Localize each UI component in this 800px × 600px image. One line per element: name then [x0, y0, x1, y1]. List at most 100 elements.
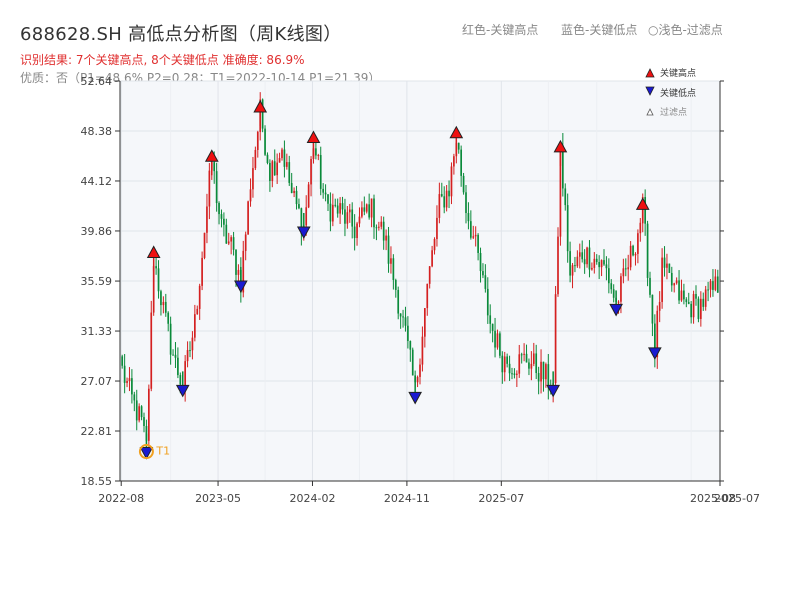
candle-body [506, 356, 509, 364]
candle-body [421, 336, 424, 365]
y-tick-label: 31.33 [81, 325, 113, 338]
candle-body [436, 217, 438, 240]
candle-body [535, 353, 538, 374]
y-tick-label: 18.55 [81, 475, 113, 488]
y-tick-label: 48.38 [81, 125, 113, 138]
candle-body [150, 312, 153, 389]
candle-body [595, 258, 598, 263]
candle-body [494, 330, 496, 348]
candles [121, 92, 719, 449]
candle-body [610, 283, 613, 290]
candle-body [448, 190, 450, 197]
chart-title: 688628.SH 高低点分析图（周K线图） [20, 24, 342, 45]
candle-body [581, 252, 584, 260]
candle-body [361, 207, 363, 217]
candle-body [196, 308, 199, 315]
candle-body [666, 263, 668, 268]
candle-body [540, 361, 542, 382]
candle-body [663, 257, 666, 268]
candle-body [707, 289, 709, 291]
candle-body [622, 268, 625, 277]
candle-body [571, 265, 574, 276]
legend-low-label: 关键低点 [660, 87, 696, 99]
candle-body [704, 289, 707, 307]
candle-body [617, 301, 620, 303]
candle-body [227, 241, 230, 244]
candle-body [600, 260, 603, 268]
candle-body [365, 204, 368, 212]
candle-body [164, 301, 167, 313]
candle-body [578, 252, 581, 257]
candle-body [637, 233, 639, 254]
candle-body [709, 281, 712, 290]
candle-body [276, 162, 279, 176]
candle-body [344, 209, 346, 224]
y-tick-label: 35.59 [81, 275, 113, 288]
candle-body [484, 275, 487, 289]
candle-body [450, 166, 453, 197]
t1-ring [138, 444, 154, 460]
candle-body [215, 171, 218, 204]
candle-body [300, 208, 303, 234]
candle-body [121, 356, 124, 366]
candle-body [152, 266, 155, 313]
candle-body [385, 235, 387, 241]
candle-body [220, 214, 223, 219]
candle-body [702, 298, 705, 307]
candle-body [247, 201, 249, 235]
candle-body [557, 236, 559, 295]
candle-body [627, 267, 630, 270]
candle-body [697, 298, 700, 319]
candle-body [399, 313, 402, 317]
candle-body [305, 207, 308, 226]
candle-body [431, 250, 433, 267]
candle-body [670, 272, 673, 286]
candle-body [235, 249, 237, 275]
candle-body [438, 194, 441, 218]
candle-body [528, 362, 530, 369]
candle-body [387, 235, 390, 264]
candle-body [177, 357, 179, 376]
key-point-markers: T1 [138, 99, 662, 460]
candle-body [273, 161, 276, 176]
y-tick-label: 39.86 [81, 225, 113, 238]
candle-body [646, 223, 649, 278]
candle-body [428, 266, 431, 284]
candle-body [443, 196, 446, 208]
candle-body [131, 378, 133, 395]
result-summary: 识别结果: 7个关键高点, 8个关键低点 准确度: 86.9% [20, 53, 305, 67]
candle-body [334, 204, 337, 206]
candle-body [491, 323, 494, 331]
candle-body [167, 312, 170, 324]
candle-body [624, 268, 627, 270]
candle-body [680, 290, 683, 301]
candle-body [336, 205, 339, 214]
candle-body [218, 203, 220, 215]
candle-body [402, 316, 404, 318]
candle-body [668, 263, 671, 273]
candle-body [298, 204, 300, 209]
candle-body [639, 222, 642, 234]
candle-body [685, 299, 688, 303]
candle-body [407, 325, 409, 342]
candle-body [157, 268, 160, 292]
y-tick-label: 27.07 [81, 375, 113, 388]
key-low-marker [175, 384, 190, 398]
candle-body [266, 154, 269, 163]
legend-high-marker [645, 68, 655, 78]
candle-body [145, 426, 148, 441]
candle-body [208, 170, 211, 207]
y-tick-label: 22.81 [81, 425, 113, 438]
key-high-marker [553, 139, 568, 153]
candle-body [322, 188, 325, 193]
candle-body [373, 198, 375, 228]
legend-red-label: 红色-关键高点 [462, 23, 539, 37]
candle-body [569, 251, 571, 276]
candle-body [588, 247, 591, 270]
candle-body [397, 289, 400, 314]
candle-body [409, 341, 412, 350]
candle-body [394, 279, 397, 290]
legend-filtered-marker [646, 108, 654, 116]
y-tick-label: 44.12 [81, 175, 113, 188]
